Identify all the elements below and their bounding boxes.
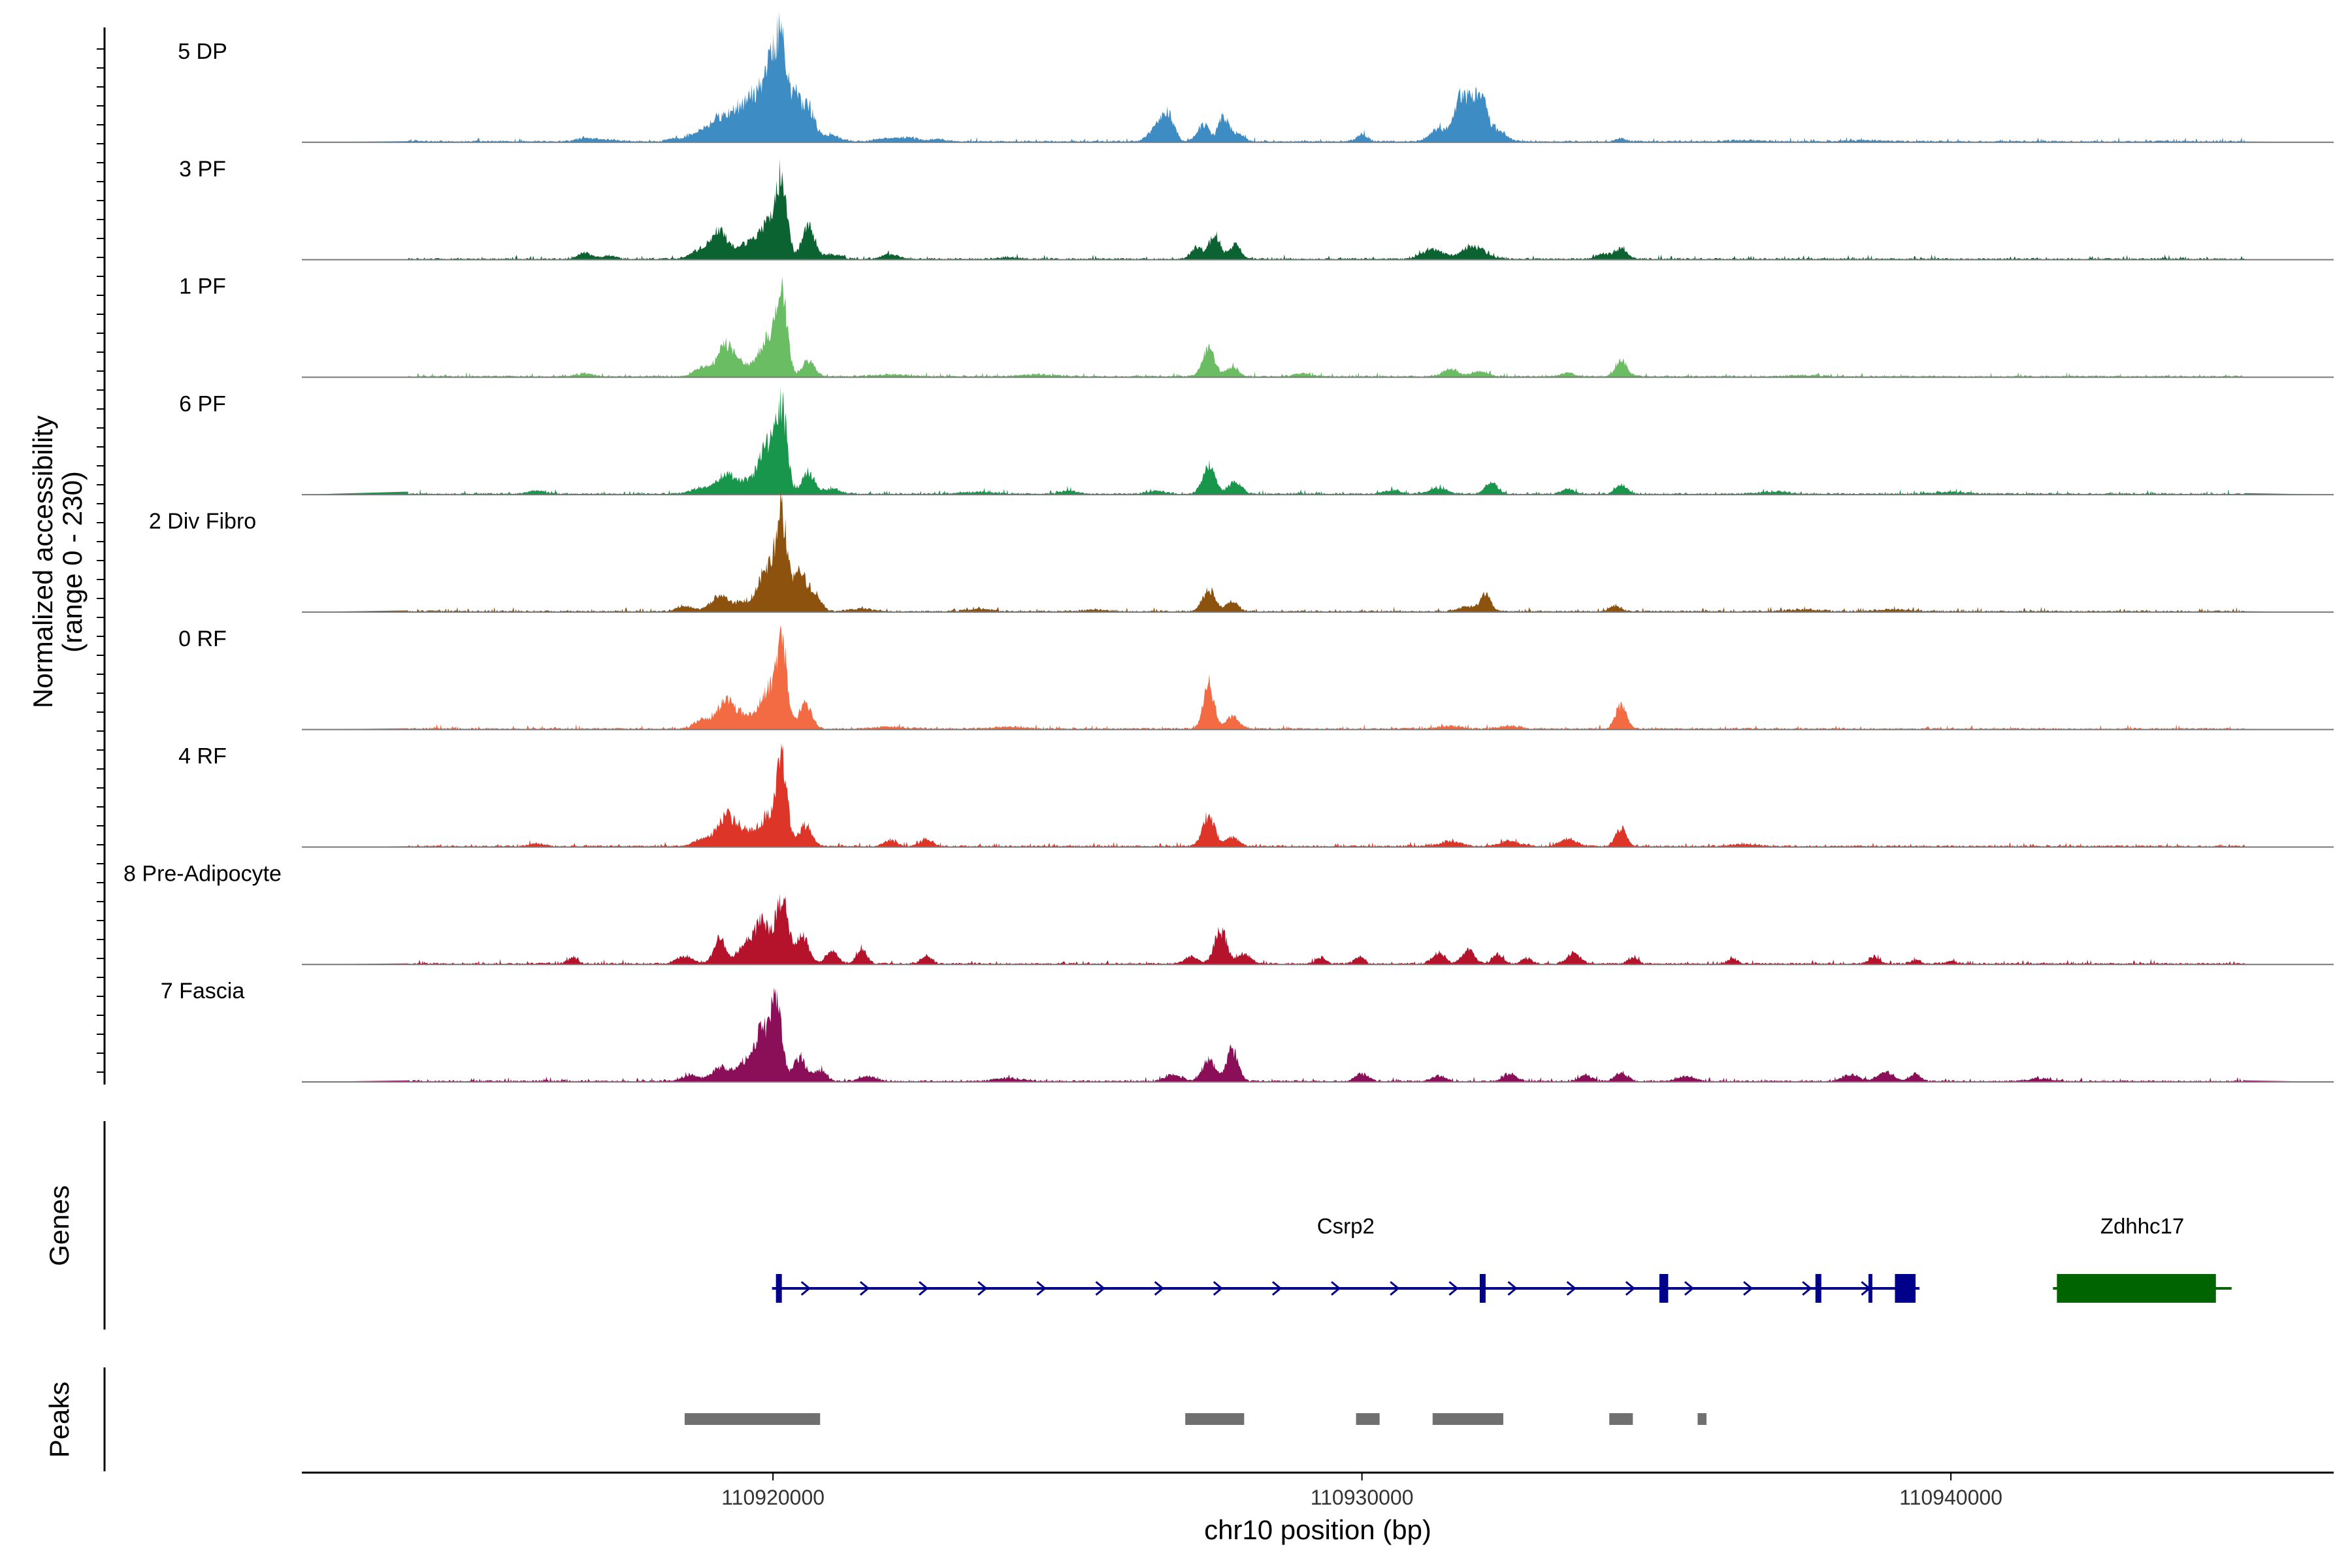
strand-arrow: [1213, 1281, 1224, 1296]
gene-label: Zdhhc17: [2100, 1214, 2184, 1238]
y-axis-range: (range 0 - 230): [57, 471, 88, 653]
gene-label: Csrp2: [1317, 1214, 1375, 1238]
x-axis-ticks: 110920000 110930000 110940000: [721, 1473, 2002, 1509]
coverage-area: [302, 386, 2334, 495]
x-tick-label: 110920000: [721, 1486, 825, 1509]
peak-region: [1356, 1413, 1380, 1425]
coverage-area: [302, 987, 2334, 1082]
track-7: 4 RF: [178, 743, 2334, 848]
strand-arrow: [859, 1281, 870, 1296]
strand-arrow: [800, 1281, 811, 1296]
gene-exon: [1479, 1274, 1486, 1303]
track-label: 3 PF: [179, 157, 226, 182]
coverage-area: [302, 893, 2334, 965]
x-axis: 110920000 110930000 110940000 chr10 positi…: [302, 1471, 2334, 1545]
track-3: 1 PF: [179, 274, 2334, 378]
strand-arrow: [1271, 1281, 1282, 1296]
x-axis-title: chr10 position (bp): [1204, 1514, 1431, 1545]
peak-region: [1185, 1413, 1245, 1425]
peak-region: [684, 1413, 821, 1425]
y-axis: Normalized accessibility (range 0 - 230): [27, 27, 106, 1085]
track-6: 0 RF: [178, 625, 2334, 730]
track-2: 3 PF: [179, 157, 2334, 261]
strand-arrow: [1684, 1281, 1695, 1296]
coverage-tracks: 5 DP 3 PF 1 PF 6 PF 2 Div Fibro 0 RF 4 RF 8 Pre…: [123, 12, 2334, 1083]
coverage-area: [302, 276, 2334, 378]
strand-arrow: [1448, 1281, 1459, 1296]
track-5: 2 Div Fibro: [149, 489, 2334, 613]
gene-exon: [2057, 1274, 2216, 1303]
coverage-area: [302, 12, 2334, 142]
peak-region: [1609, 1413, 1633, 1425]
gene-csrp2: Csrp2: [772, 1214, 1919, 1303]
strand-arrow: [1802, 1281, 1812, 1296]
track-label: 7 Fascia: [161, 979, 245, 1004]
strand-arrow: [919, 1281, 929, 1296]
peak-regions: [684, 1413, 1707, 1425]
genes-panel: Genes Csrp2 Zdhhc17: [44, 1121, 2232, 1330]
strand-arrow: [1036, 1281, 1047, 1296]
track-label: 4 RF: [178, 744, 227, 769]
gene-zdhhc17: Zdhhc17: [2053, 1214, 2232, 1303]
gene-exon: [1659, 1274, 1669, 1303]
peak-region: [1697, 1413, 1707, 1425]
peaks-panel: Peaks: [44, 1367, 1707, 1471]
track-label: 1 PF: [179, 274, 226, 299]
strand-arrow: [977, 1281, 988, 1296]
x-tick-label: 110930000: [1311, 1486, 1414, 1509]
track-label: 8 Pre-Adipocyte: [123, 861, 282, 886]
gene-exon: [776, 1274, 782, 1303]
x-tick-label: 110940000: [1899, 1486, 2002, 1509]
track-9: 7 Fascia: [161, 979, 2334, 1083]
coverage-area: [302, 159, 2334, 260]
strand-arrow: [1566, 1281, 1576, 1296]
coverage-area: [302, 743, 2334, 847]
gene-exon: [1815, 1274, 1821, 1303]
strand-arrow: [1743, 1281, 1754, 1296]
track-label: 6 PF: [179, 391, 226, 416]
coverage-area: [302, 489, 2334, 612]
y-axis-title: Normalized accessibility: [27, 416, 58, 708]
track-1: 5 DP: [178, 12, 2334, 143]
y-axis-ticks: [97, 48, 105, 1073]
track-label: 5 DP: [178, 39, 227, 64]
track-8: 8 Pre-Adipocyte: [123, 861, 2334, 966]
coverage-area: [302, 625, 2334, 730]
strand-arrow: [1390, 1281, 1400, 1296]
strand-arrow: [1507, 1281, 1518, 1296]
gene-exon: [1895, 1274, 1916, 1303]
genes-title: Genes: [44, 1185, 74, 1266]
peak-region: [1432, 1413, 1503, 1425]
track-label: 0 RF: [178, 627, 227, 651]
peaks-title: Peaks: [44, 1382, 74, 1458]
strand-arrow: [1331, 1281, 1341, 1296]
strand-arrow: [1154, 1281, 1164, 1296]
track-4: 6 PF: [179, 386, 2334, 496]
strand-arrow: [1095, 1281, 1105, 1296]
track-label: 2 Div Fibro: [149, 509, 256, 534]
strand-arrow: [1625, 1281, 1636, 1296]
gene-exon: [1868, 1274, 1872, 1303]
gene-models: Csrp2 Zdhhc17: [772, 1214, 2232, 1303]
